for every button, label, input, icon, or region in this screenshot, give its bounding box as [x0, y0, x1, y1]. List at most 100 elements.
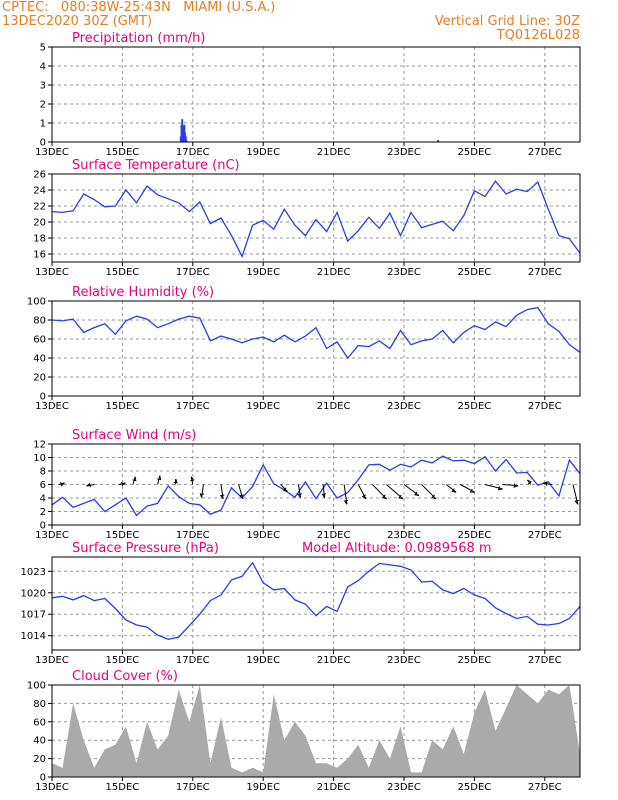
wind-arrow-head	[60, 482, 65, 487]
x-tick-label: 19DEC	[246, 782, 280, 793]
y-tick-label: 20	[33, 754, 46, 765]
x-tick-label: 13DEC	[35, 401, 69, 412]
x-tick-label: 23DEC	[387, 147, 421, 158]
panel-title: Precipitation (mm/h)	[72, 31, 205, 46]
wind-arrow-head	[343, 500, 349, 505]
y-tick-label: 0	[40, 773, 46, 784]
header-right-line1: Vertical Grid Line: 30Z	[434, 14, 580, 29]
wind-arrow	[542, 482, 552, 485]
wind-arrow-head	[451, 488, 457, 493]
wind-arrow-head	[574, 499, 579, 505]
x-tick-label: 19DEC	[246, 147, 280, 158]
y-tick-label: 20	[33, 218, 46, 229]
wind-arrow	[280, 484, 288, 492]
y-tick-label: 2	[40, 507, 46, 518]
panel-title: Relative Humidity (%)	[72, 285, 214, 300]
y-tick-label: 0	[40, 521, 46, 532]
y-tick-label: 80	[33, 316, 46, 327]
wind-arrow-head	[297, 493, 302, 498]
x-tick-label: 15DEC	[106, 267, 140, 278]
wind-arrow-head	[513, 483, 519, 488]
y-tick-label: 4	[40, 62, 46, 73]
y-tick-label: 12	[33, 440, 46, 451]
model-altitude-label: Model Altitude: 0.0989568 m	[302, 541, 492, 556]
wind-arrow	[157, 475, 161, 485]
panel-frame	[51, 684, 581, 778]
y-tick-label: 40	[33, 736, 46, 747]
wind-arrow-head	[361, 494, 367, 500]
series-line	[51, 180, 581, 259]
x-tick-label: 25DEC	[458, 147, 492, 158]
y-tick-label: 6	[40, 480, 46, 491]
x-tick-label: 25DEC	[458, 655, 492, 666]
x-tick-label: 27DEC	[528, 782, 562, 793]
wind-arrow-head	[132, 476, 137, 482]
x-tick-label: 23DEC	[387, 655, 421, 666]
x-tick-label: 27DEC	[528, 530, 562, 541]
y-tick-label: 100	[27, 681, 46, 692]
wind-arrow-head	[220, 494, 225, 500]
x-tick-label: 17DEC	[176, 655, 210, 666]
y-tick-label: 100	[27, 297, 46, 308]
x-tick-label: 13DEC	[35, 530, 69, 541]
y-tick-label: 40	[33, 354, 46, 365]
x-tick-label: 23DEC	[387, 530, 421, 541]
panel-frame	[51, 173, 581, 263]
y-tick-label: 1014	[21, 631, 46, 642]
wind-arrow-head	[173, 478, 178, 484]
y-tick-label: 22	[33, 202, 46, 213]
wind-arrow-head	[542, 481, 548, 486]
wind-arrow	[322, 484, 326, 498]
header-right-line2: TQ0126L028	[496, 28, 580, 43]
wind-arrow	[421, 484, 437, 500]
x-tick-label: 19DEC	[246, 401, 280, 412]
x-tick-label: 15DEC	[106, 530, 140, 541]
wind-arrow-head	[431, 494, 437, 500]
x-tick-label: 27DEC	[528, 267, 562, 278]
header-left-line2: 13DEC2020 30Z (GMT)	[2, 14, 153, 29]
x-tick-label: 21DEC	[317, 655, 351, 666]
series-line	[51, 561, 581, 640]
panel-title: Surface Temperature (nC)	[72, 158, 240, 173]
wind-arrow-head	[469, 488, 475, 493]
x-tick-label: 25DEC	[458, 782, 492, 793]
wind-arrow	[403, 484, 420, 496]
panel-frame	[51, 46, 581, 143]
x-tick-label: 19DEC	[246, 655, 280, 666]
header-left-line1: CPTEC: 080:38W-25:43N MIAMI (U.S.A.)	[2, 0, 276, 15]
x-tick-label: 25DEC	[458, 401, 492, 412]
x-tick-label: 13DEC	[35, 782, 69, 793]
wind-arrow	[484, 484, 503, 490]
x-tick-label: 25DEC	[458, 267, 492, 278]
y-tick-label: 24	[33, 186, 46, 197]
precip-bar	[185, 140, 188, 142]
x-tick-label: 19DEC	[246, 267, 280, 278]
y-tick-label: 18	[33, 234, 46, 245]
y-tick-label: 80	[33, 699, 46, 710]
wind-arrow-head	[190, 476, 195, 482]
wind-arrow-head	[321, 493, 327, 498]
series-line	[51, 306, 581, 360]
y-tick-label: 4	[40, 494, 46, 505]
x-tick-label: 21DEC	[317, 147, 351, 158]
y-tick-label: 0	[40, 392, 46, 403]
y-tick-label: 3	[40, 81, 46, 92]
x-tick-label: 15DEC	[106, 147, 140, 158]
x-tick-label: 17DEC	[176, 530, 210, 541]
y-tick-label: 2	[40, 100, 46, 111]
series-line	[51, 455, 581, 517]
x-tick-label: 17DEC	[176, 267, 210, 278]
y-tick-label: 60	[33, 335, 46, 346]
y-tick-label: 1017	[21, 610, 46, 621]
wind-arrow-head	[199, 493, 204, 498]
y-tick-label: 20	[33, 373, 46, 384]
x-tick-label: 13DEC	[35, 267, 69, 278]
x-tick-label: 25DEC	[458, 530, 492, 541]
wind-arrow-head	[381, 494, 387, 500]
wind-arrow-head	[414, 491, 419, 496]
wind-arrow	[357, 484, 367, 500]
x-tick-label: 21DEC	[317, 401, 351, 412]
wind-arrow	[201, 484, 204, 498]
y-tick-label: 1	[40, 119, 46, 130]
